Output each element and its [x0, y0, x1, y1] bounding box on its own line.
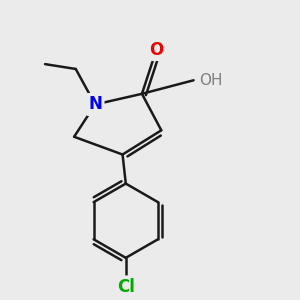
- Text: Cl: Cl: [117, 278, 135, 296]
- Text: O: O: [149, 40, 164, 58]
- Text: N: N: [88, 95, 102, 113]
- Text: OH: OH: [200, 73, 223, 88]
